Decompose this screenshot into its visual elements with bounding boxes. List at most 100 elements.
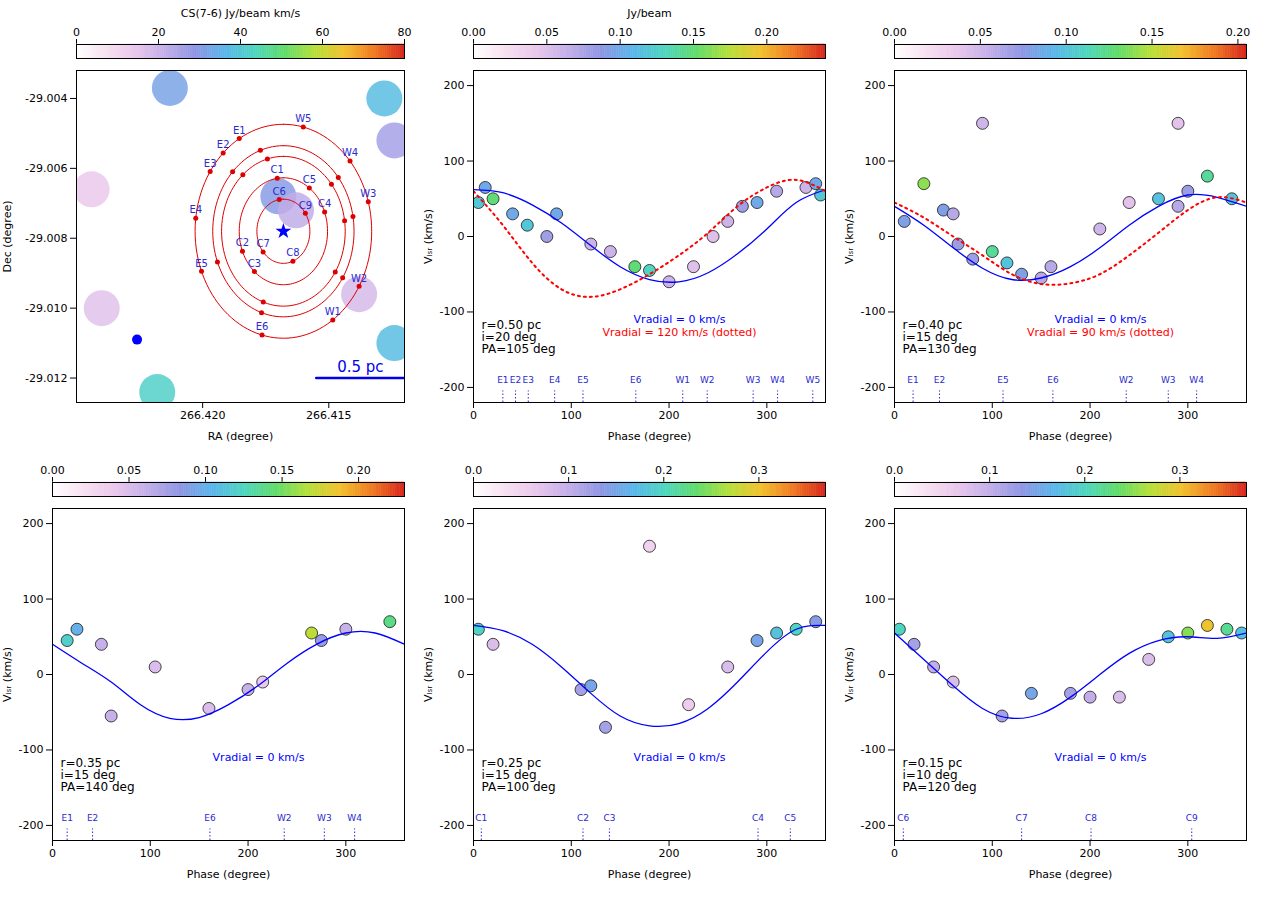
svg-text:200: 200 xyxy=(23,517,44,530)
svg-text:266.415: 266.415 xyxy=(306,409,352,422)
svg-text:-200: -200 xyxy=(861,381,886,394)
svg-text:266.420: 266.420 xyxy=(180,409,226,422)
svg-text:0: 0 xyxy=(458,230,465,243)
svg-text:r=0.35 pci=15 degPA=140 deg: r=0.35 pci=15 degPA=140 deg xyxy=(61,756,135,794)
svg-text:0.3: 0.3 xyxy=(1171,464,1189,477)
svg-text:Vradial = 0 km/s: Vradial = 0 km/s xyxy=(213,751,305,764)
svg-text:0.10: 0.10 xyxy=(1054,26,1079,39)
svg-text:-100: -100 xyxy=(861,305,886,318)
svg-text:C6: C6 xyxy=(273,186,286,197)
svg-text:E6: E6 xyxy=(256,321,269,332)
svg-text:0.15: 0.15 xyxy=(1140,26,1165,39)
svg-text:0.00: 0.00 xyxy=(461,26,486,39)
svg-text:200: 200 xyxy=(659,847,680,860)
svg-text:Vradial = 0 km/s: Vradial = 0 km/s xyxy=(634,313,726,326)
svg-text:C8: C8 xyxy=(286,247,299,258)
svg-text:0.1: 0.1 xyxy=(560,464,578,477)
svg-text:Vₗₛᵣ (km/s): Vₗₛᵣ (km/s) xyxy=(422,209,435,264)
svg-text:0.20: 0.20 xyxy=(346,464,371,477)
svg-text:r=0.40 pci=15 degPA=130 deg: r=0.40 pci=15 degPA=130 deg xyxy=(903,318,977,356)
svg-text:Vₗₛᵣ (km/s): Vₗₛᵣ (km/s) xyxy=(1,647,14,702)
svg-text:E6: E6 xyxy=(204,813,216,823)
svg-text:C9: C9 xyxy=(1186,813,1198,823)
svg-text:E5: E5 xyxy=(195,258,208,269)
svg-text:E1: E1 xyxy=(61,813,72,823)
svg-text:0.0: 0.0 xyxy=(886,464,904,477)
svg-text:0.2: 0.2 xyxy=(1076,464,1094,477)
svg-text:-29.006: -29.006 xyxy=(25,162,67,175)
svg-text:C3: C3 xyxy=(248,258,261,269)
svg-text:0.00: 0.00 xyxy=(882,26,907,39)
svg-text:20: 20 xyxy=(152,26,166,39)
svg-text:W5: W5 xyxy=(805,375,820,385)
svg-text:300: 300 xyxy=(756,847,777,860)
svg-text:E4: E4 xyxy=(189,204,202,215)
svg-text:0.20: 0.20 xyxy=(755,26,780,39)
svg-text:Dec (degree): Dec (degree) xyxy=(1,201,14,273)
svg-text:E2: E2 xyxy=(217,139,230,150)
svg-text:E2: E2 xyxy=(510,375,521,385)
svg-text:0.5 pc: 0.5 pc xyxy=(337,358,383,376)
svg-text:E4: E4 xyxy=(549,375,561,385)
svg-text:0: 0 xyxy=(891,409,898,422)
svg-text:0.3: 0.3 xyxy=(750,464,768,477)
svg-text:60: 60 xyxy=(316,26,330,39)
svg-text:-200: -200 xyxy=(19,819,44,832)
svg-text:Jy/beam: Jy/beam xyxy=(626,7,672,20)
svg-text:E1: E1 xyxy=(233,125,246,136)
svg-text:200: 200 xyxy=(865,517,886,530)
svg-text:E1: E1 xyxy=(497,375,508,385)
svg-text:200: 200 xyxy=(238,847,259,860)
svg-text:0.15: 0.15 xyxy=(270,464,295,477)
svg-text:0.05: 0.05 xyxy=(535,26,560,39)
svg-text:100: 100 xyxy=(865,593,886,606)
svg-text:0: 0 xyxy=(73,26,80,39)
svg-text:100: 100 xyxy=(982,409,1003,422)
svg-text:0.00: 0.00 xyxy=(40,464,65,477)
svg-text:-29.012: -29.012 xyxy=(25,372,67,385)
svg-text:0.2: 0.2 xyxy=(655,464,673,477)
svg-text:-200: -200 xyxy=(440,381,465,394)
svg-text:-29.004: -29.004 xyxy=(25,92,67,105)
svg-text:100: 100 xyxy=(140,847,161,860)
svg-text:0.20: 0.20 xyxy=(1226,26,1251,39)
svg-text:100: 100 xyxy=(561,409,582,422)
svg-text:Vₗₛᵣ (km/s): Vₗₛᵣ (km/s) xyxy=(422,647,435,702)
svg-text:-29.008: -29.008 xyxy=(25,232,67,245)
svg-text:200: 200 xyxy=(444,79,465,92)
svg-text:Vradial = 0 km/s: Vradial = 0 km/s xyxy=(1055,751,1147,764)
svg-text:C7: C7 xyxy=(256,238,269,249)
svg-text:-200: -200 xyxy=(861,819,886,832)
svg-text:0.0: 0.0 xyxy=(465,464,483,477)
svg-text:200: 200 xyxy=(444,517,465,530)
svg-text:0.05: 0.05 xyxy=(968,26,993,39)
svg-text:300: 300 xyxy=(1177,409,1198,422)
svg-text:-100: -100 xyxy=(440,305,465,318)
svg-text:-29.010: -29.010 xyxy=(25,302,67,315)
svg-text:100: 100 xyxy=(444,593,465,606)
svg-text:0: 0 xyxy=(879,230,886,243)
svg-text:0: 0 xyxy=(49,847,56,860)
svg-text:W3: W3 xyxy=(317,813,332,823)
svg-text:0: 0 xyxy=(879,668,886,681)
svg-text:CS(7-6) Jy/beam km/s: CS(7-6) Jy/beam km/s xyxy=(181,7,301,20)
svg-text:E3: E3 xyxy=(204,158,217,169)
svg-text:-200: -200 xyxy=(440,819,465,832)
svg-text:Vradial = 120 km/s (dotted): Vradial = 120 km/s (dotted) xyxy=(602,326,756,339)
svg-text:W2: W2 xyxy=(351,273,367,284)
svg-text:C3: C3 xyxy=(603,813,615,823)
svg-text:W1: W1 xyxy=(675,375,690,385)
svg-text:-100: -100 xyxy=(19,743,44,756)
svg-text:300: 300 xyxy=(1177,847,1198,860)
svg-text:W2: W2 xyxy=(1119,375,1134,385)
svg-text:W4: W4 xyxy=(347,813,362,823)
svg-text:W1: W1 xyxy=(325,306,341,317)
svg-text:-100: -100 xyxy=(861,743,886,756)
svg-text:C2: C2 xyxy=(577,813,589,823)
svg-text:100: 100 xyxy=(982,847,1003,860)
svg-text:C8: C8 xyxy=(1085,813,1097,823)
svg-text:W4: W4 xyxy=(770,375,785,385)
svg-text:E1: E1 xyxy=(907,375,918,385)
svg-text:300: 300 xyxy=(756,409,777,422)
svg-text:Phase (degree): Phase (degree) xyxy=(608,430,691,443)
